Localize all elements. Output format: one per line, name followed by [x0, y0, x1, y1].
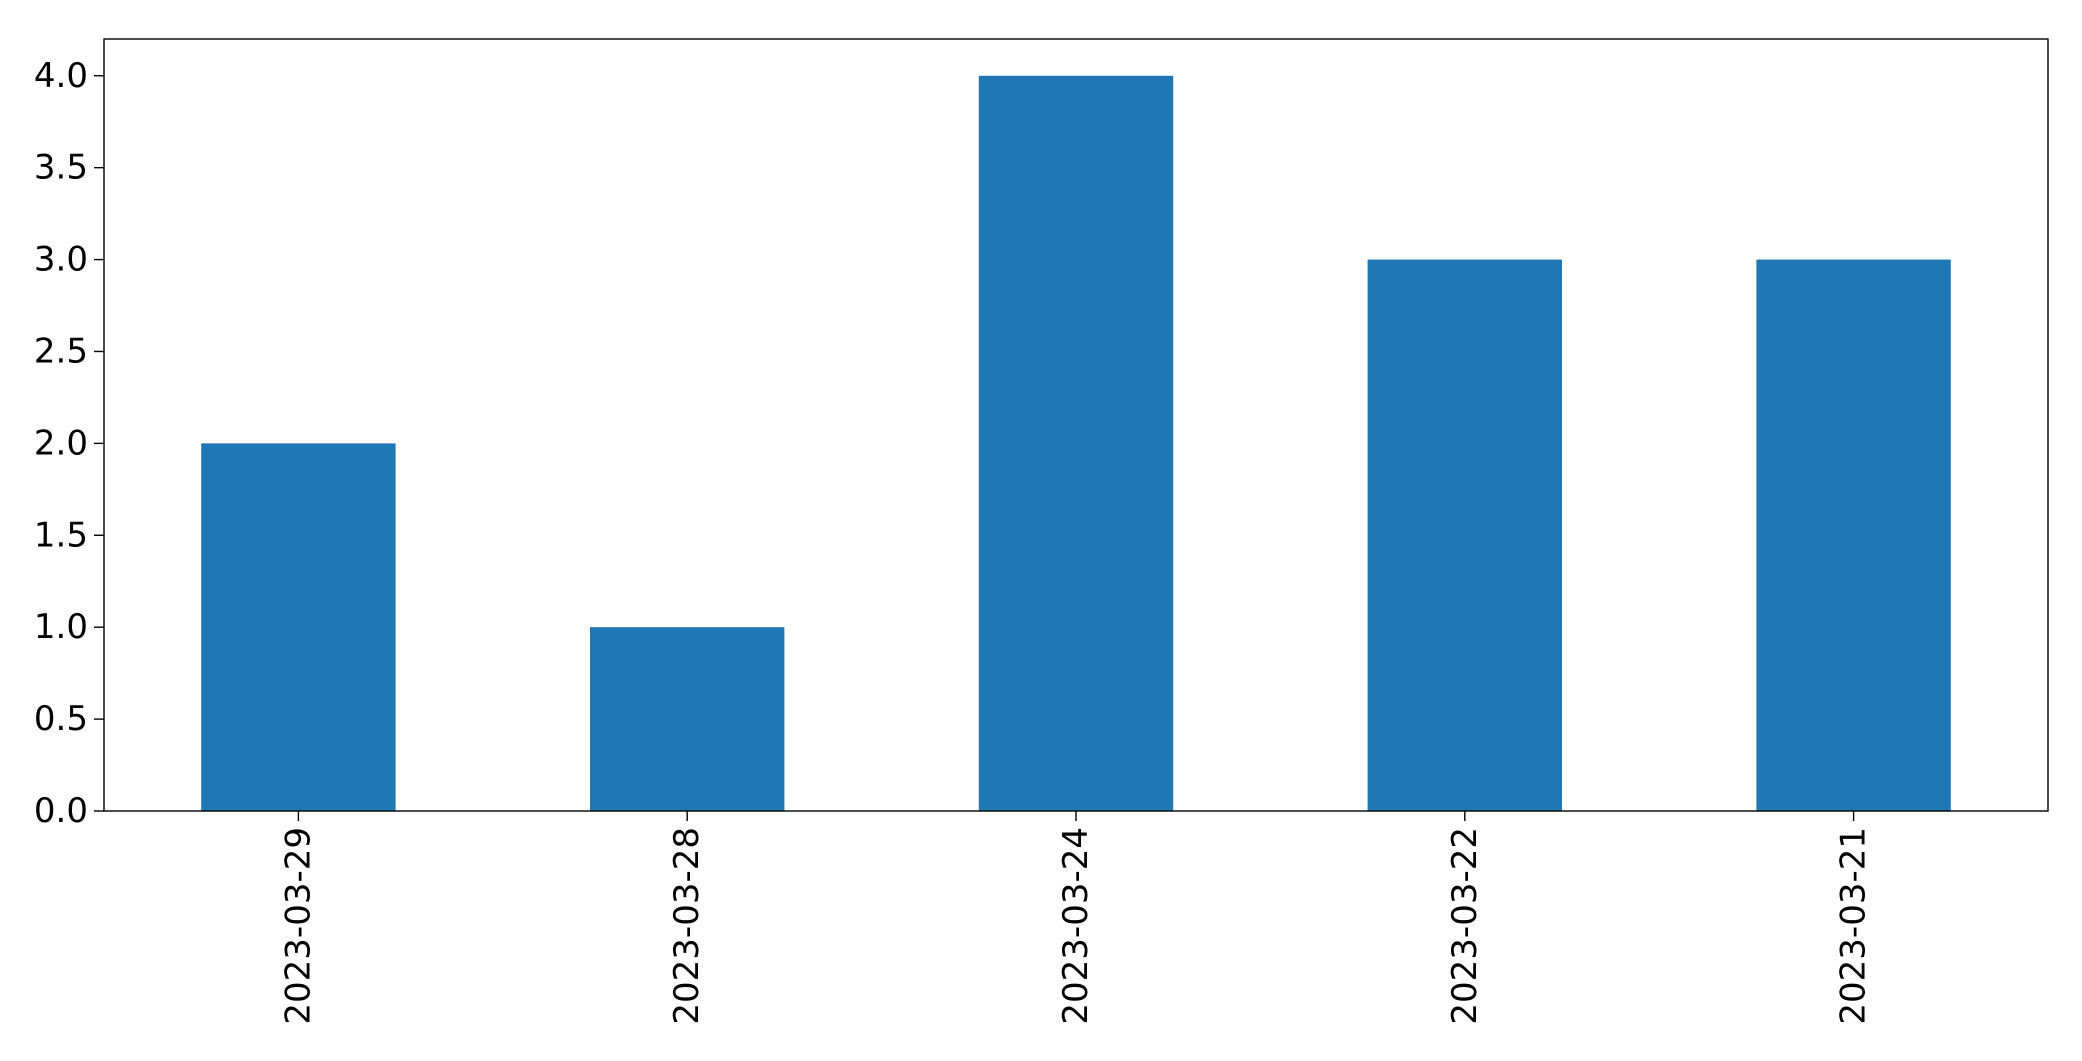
bars-layer: [201, 75, 1951, 812]
y-tick-label: 0.0: [34, 791, 88, 831]
y-tick-label: 2.5: [34, 331, 88, 371]
x-tick-label: 2023-03-29: [278, 827, 318, 1025]
axes-frame: [103, 38, 2049, 812]
x-tick-label: 2023-03-24: [1056, 827, 1096, 1025]
bar-2023-03-28: [590, 627, 785, 811]
x-tick-label: 2023-03-22: [1445, 827, 1485, 1025]
x-axis: 2023-03-29 2023-03-28 2023-03-24 2023-03-22…: [278, 811, 1874, 1025]
bar-2023-03-21: [1756, 259, 1951, 812]
y-tick-label: 2.0: [34, 423, 88, 463]
y-tick-label: 0.5: [34, 699, 88, 739]
x-tick-label: 2023-03-28: [667, 827, 707, 1025]
y-tick-label: 3.0: [34, 240, 88, 280]
bar-2023-03-29: [201, 443, 396, 811]
x-tick-label: 2023-03-21: [1834, 827, 1874, 1025]
y-axis: 0.0 0.5 1.0 1.5 2.0 2.5 3.0 3.5 4.0: [34, 56, 104, 831]
y-tick-label: 4.0: [34, 56, 88, 96]
bar-2023-03-22: [1367, 259, 1562, 812]
y-tick-label: 1.0: [34, 607, 88, 647]
y-tick-label: 1.5: [34, 515, 88, 555]
bar-2023-03-24: [978, 75, 1174, 811]
y-tick-label: 3.5: [34, 148, 88, 188]
